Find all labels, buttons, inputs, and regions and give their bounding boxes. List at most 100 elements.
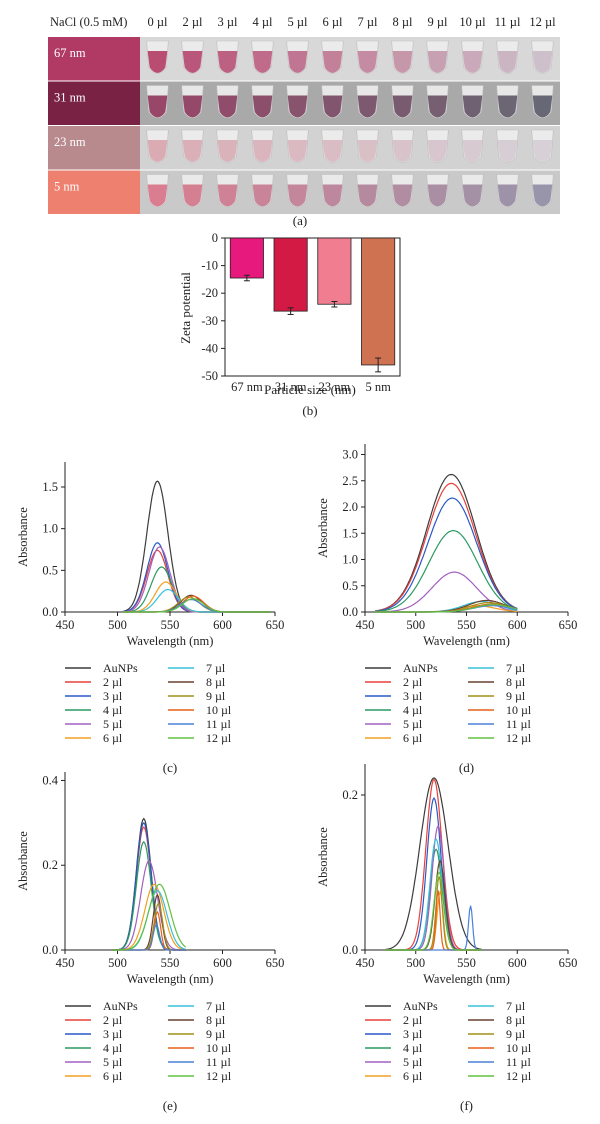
tube-liquid [497, 140, 518, 162]
y-tick-label: 1.0 [42, 522, 58, 536]
legend-label: 9 µl [506, 1027, 526, 1041]
x-tick-label: 5 nm [365, 380, 391, 394]
column-label: 12 µl [529, 15, 556, 29]
legend-label: 6 µl [103, 731, 123, 745]
tube-liquid [427, 140, 448, 162]
size-swatch [48, 126, 140, 170]
tube-liquid [182, 140, 203, 162]
figure-panel-b: 0 -10 -20 -30 -40 -50 67 nm 31 nm 23 nm 5 nm Part… [178, 231, 401, 418]
column-label: 0 µl [147, 15, 168, 29]
spectrum-curve [385, 777, 482, 951]
y-tick-label: -20 [201, 286, 218, 300]
spectrum-curve [375, 604, 518, 613]
column-label: 2 µl [182, 15, 203, 29]
x-tick-label: 650 [266, 618, 285, 632]
legend-label: 4 µl [403, 1041, 423, 1055]
spectrum-curve [122, 480, 270, 613]
tube-liquid [287, 51, 308, 73]
legend-label: 12 µl [206, 731, 232, 745]
y-tick-label: 0.2 [42, 858, 58, 872]
legend-label: 11 µl [206, 1055, 231, 1069]
tube-liquid [252, 51, 273, 73]
caption-a: (a) [293, 213, 307, 228]
y-tick-label: -50 [201, 369, 218, 383]
x-tick-label: 450 [56, 618, 75, 632]
spectrum-curve [385, 797, 482, 951]
tube-liquid [287, 95, 308, 118]
legend-label: 10 µl [206, 703, 232, 717]
tube-liquid [462, 51, 483, 73]
sample-row: 23 nm [48, 126, 560, 170]
legend-label: 11 µl [206, 717, 231, 731]
panel-caption: (c) [163, 760, 177, 775]
legend-label: 8 µl [206, 1013, 226, 1027]
legend-label: 5 µl [403, 1055, 423, 1069]
panel-caption: (d) [459, 760, 474, 775]
y-tick-label: 0.0 [342, 605, 358, 619]
x-tick-label: 500 [406, 956, 425, 970]
tube-liquid [532, 51, 553, 73]
x-tick-label: 650 [559, 618, 578, 632]
spectrum-curve [112, 883, 187, 951]
size-label: 31 nm [54, 91, 86, 105]
legend-label: 5 µl [103, 1055, 123, 1069]
y-tick-label: 1.5 [42, 480, 58, 494]
legend-label: 9 µl [206, 689, 226, 703]
column-label: 5 µl [287, 15, 308, 29]
x-tick-label: 450 [56, 956, 75, 970]
legend-label: AuNPs [103, 661, 138, 675]
salt-label: NaCl (0.5 mM) [50, 15, 127, 29]
legend-label: 10 µl [206, 1041, 232, 1055]
tube-liquid [252, 184, 273, 207]
legend-label: 6 µl [403, 731, 423, 745]
legend-label: 2 µl [403, 675, 423, 689]
spectrum-curve [112, 817, 186, 951]
bar [229, 237, 264, 279]
column-label: 8 µl [392, 15, 413, 29]
x-tick-label: 600 [508, 956, 527, 970]
photo-strip [140, 81, 560, 125]
y-tick-label: 3.0 [342, 448, 358, 462]
y-tick-label: 2.5 [342, 474, 358, 488]
axis-label-x: Wavelength (nm) [127, 972, 214, 986]
tube-liquid [182, 95, 203, 118]
y-tick-label: 0.5 [342, 579, 358, 593]
x-tick-label: 600 [508, 618, 527, 632]
tube-liquid [462, 184, 483, 207]
axis-label-x: Particle size (nm) [264, 382, 356, 397]
legend-label: 6 µl [103, 1069, 123, 1083]
spectrum-curve [375, 529, 518, 613]
spectrum-curve [122, 598, 270, 613]
tube-liquid [182, 51, 203, 73]
x-tick-label: 650 [559, 956, 578, 970]
sample-row: 67 nm [48, 37, 560, 81]
bar [361, 237, 396, 366]
legend-label: 11 µl [506, 1055, 531, 1069]
caption-b: (b) [302, 403, 317, 418]
legend-label: AuNPs [103, 999, 138, 1013]
tube-liquid [392, 140, 413, 162]
spectrum-curve [385, 871, 482, 951]
y-tick-label: 0.0 [42, 605, 58, 619]
size-label: 23 nm [54, 135, 86, 149]
tube-liquid [357, 184, 378, 207]
spectrum-panel: 450 500 550 600 650 0.0 0.5 1.0 1.5 2.0 2.5 3.0 Wave… [316, 444, 577, 775]
legend-label: 2 µl [103, 675, 123, 689]
photo-strip [140, 170, 560, 214]
x-tick-label: 500 [108, 618, 127, 632]
tube-liquid [497, 95, 518, 118]
photo-strip [140, 126, 560, 170]
tube-liquid [392, 95, 413, 118]
y-tick-label: 0.4 [42, 773, 58, 787]
legend-label: 12 µl [506, 1069, 532, 1083]
x-tick-label: 600 [213, 618, 232, 632]
y-tick-label: -10 [201, 259, 218, 273]
tube-liquid [462, 140, 483, 162]
axis-label-x: Wavelength (nm) [423, 634, 510, 648]
y-tick-label: 0.2 [342, 788, 358, 802]
x-tick-label: 550 [457, 956, 476, 970]
tube-liquid [357, 140, 378, 162]
tube-liquid [217, 95, 238, 118]
spectrum-panel: 450 500 550 600 650 0.0 0.2 Wavelength (nm) Abso… [316, 764, 577, 1113]
